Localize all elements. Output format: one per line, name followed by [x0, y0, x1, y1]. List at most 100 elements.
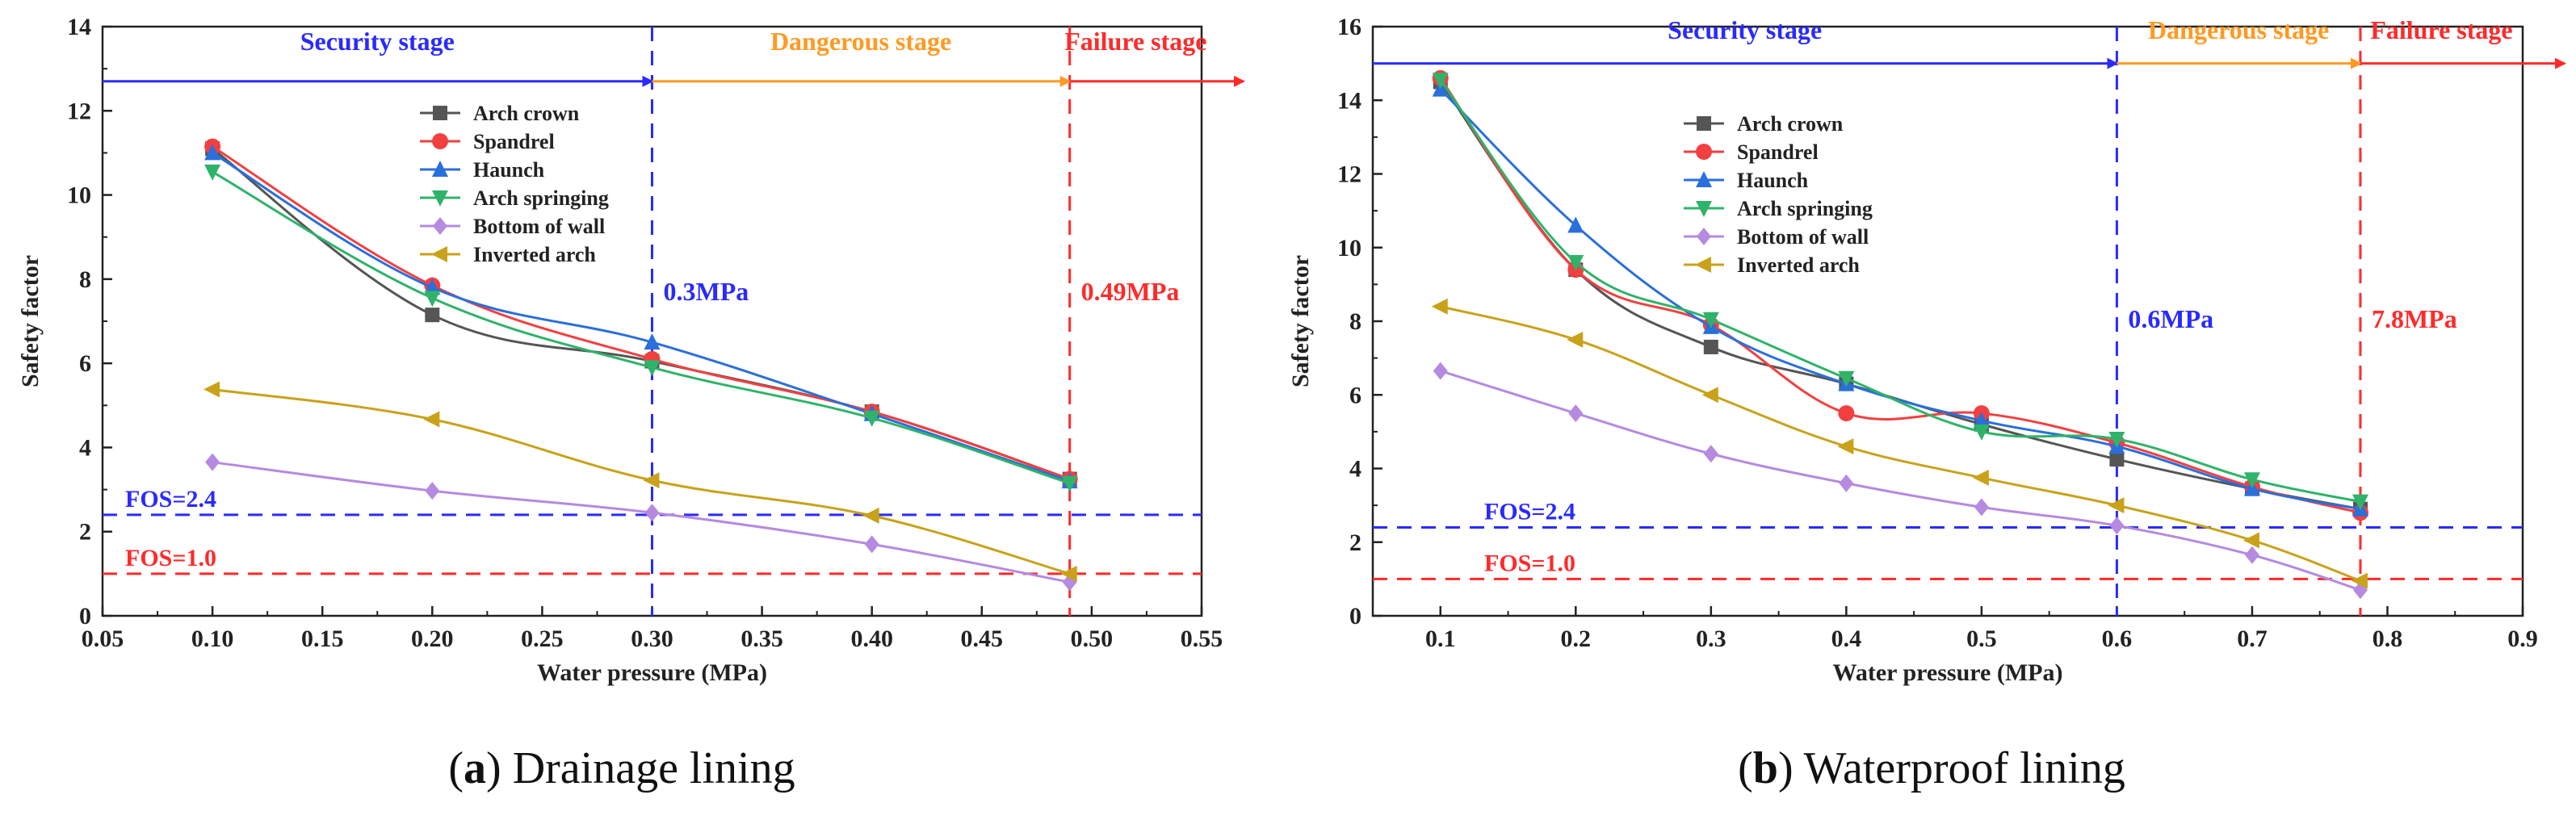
legend-label-spandrel: Spandrel: [1737, 140, 1819, 164]
stage-label-security-stage: Security stage: [1668, 15, 1822, 44]
data-point-arch-crown: [2109, 452, 2125, 467]
data-point-inverted-arch: [1701, 387, 1718, 404]
series-line-bottom-of-wall: [212, 461, 1070, 584]
data-point-inverted-arch: [2108, 497, 2125, 514]
data-point-haunch: [424, 278, 441, 295]
data-point-bottom-of-wall: [1433, 362, 1448, 380]
y-tick-label: 8: [79, 266, 91, 293]
legend-label-arch-crown: Arch crown: [473, 102, 580, 125]
data-point-haunch: [1567, 216, 1584, 233]
legend-marker-haunch: [1696, 171, 1712, 187]
data-point-arch-springing: [1432, 73, 1449, 90]
legend-marker-bottom-of-wall: [433, 217, 447, 235]
y-tick-label: 6: [1349, 382, 1361, 408]
series-line-arch-springing: [1439, 79, 2361, 504]
y-tick-label: 4: [79, 434, 91, 461]
y-tick-label: 12: [1337, 161, 1361, 188]
x-tick-label: 0.4: [1831, 625, 1862, 652]
x-tick-label: 0.20: [411, 625, 454, 652]
fos-label-fos-1-0: FOS=1.0: [1484, 550, 1575, 576]
legend-marker-haunch: [432, 161, 448, 177]
y-tick-label: 14: [67, 14, 91, 40]
data-point-arch-springing: [1973, 424, 1990, 441]
data-point-arch-springing: [204, 164, 221, 181]
x-tick-label: 0.10: [191, 625, 234, 652]
stage-boundary-label-0-3mpa: 0.3MPa: [664, 277, 749, 306]
x-tick-label: 0.1: [1425, 625, 1456, 652]
y-tick-label: 10: [67, 182, 91, 209]
data-point-inverted-arch: [2242, 532, 2259, 549]
data-point-arch-springing: [1838, 370, 1855, 387]
x-tick-label: 0.30: [631, 625, 673, 652]
data-point-bottom-of-wall: [2244, 546, 2259, 564]
legend-marker-inverted-arch: [431, 246, 447, 262]
legend-label-haunch: Haunch: [473, 158, 545, 182]
stage-label-security-stage: Security stage: [300, 27, 455, 56]
x-tick-label: 0.45: [961, 625, 1004, 652]
legend-marker-arch-springing: [1696, 201, 1712, 217]
data-point-arch-crown: [1703, 339, 1718, 354]
stage-label-dangerous-stage: Dangerous stage: [2148, 15, 2329, 44]
y-tick-label: 4: [1349, 456, 1361, 483]
x-tick-label: 0.15: [301, 625, 344, 652]
chart-waterproof-lining: 0.1 0.2 0.3 0.4 0.5 0.6 0.7 0.8 0.9 0 2 4 6 8 10 12 14 16…: [1287, 14, 2566, 793]
data-point-inverted-arch: [203, 381, 220, 398]
series-line-arch-crown: [1439, 81, 2361, 511]
legend-label-arch-crown: Arch crown: [1737, 112, 1844, 136]
x-axis-title: Water pressure (MPa): [537, 659, 767, 686]
data-point-inverted-arch: [1060, 565, 1077, 582]
y-axis-title: Safety factor: [17, 255, 44, 387]
data-point-inverted-arch: [423, 411, 440, 428]
x-tick-label: 0.5: [1966, 625, 1997, 652]
y-tick-label: 6: [79, 350, 91, 377]
series-line-haunch: [1439, 88, 2361, 511]
y-tick-label: 2: [79, 519, 91, 546]
data-point-arch-springing: [1567, 255, 1584, 271]
x-tick-label: 0.2: [1561, 625, 1592, 652]
data-point-arch-springing: [644, 360, 661, 377]
caption-letter: b: [1753, 743, 1778, 793]
series-line-haunch: [212, 152, 1071, 483]
legend-label-haunch: Haunch: [1737, 169, 1809, 192]
y-tick-label: 14: [1337, 87, 1361, 114]
data-point-spandrel: [1838, 405, 1855, 422]
legend-label-arch-springing: Arch springing: [473, 186, 609, 210]
data-point-arch-springing: [2352, 494, 2368, 511]
x-tick-label: 0.35: [740, 625, 783, 652]
data-point-inverted-arch: [1972, 469, 1989, 486]
legend-label-arch-springing: Arch springing: [1737, 197, 1873, 220]
data-point-inverted-arch: [2351, 572, 2368, 589]
x-tick-label: 0.3: [1696, 625, 1726, 652]
data-point-inverted-arch: [1837, 438, 1854, 455]
data-point-arch-springing: [424, 291, 441, 308]
data-point-arch-springing: [1061, 475, 1078, 492]
figure-caption: (a) Drainage lining: [448, 743, 795, 793]
data-point-bottom-of-wall: [425, 482, 440, 500]
data-point-arch-springing: [1702, 312, 1719, 328]
data-point-bottom-of-wall: [1974, 498, 1989, 517]
figure-caption: (b) Waterproof lining: [1738, 743, 2125, 793]
legend: Arch crown Spandrel Haunch Arch springing Bo…: [420, 102, 609, 266]
y-axis-title: Safety factor: [1287, 255, 1314, 387]
legend-marker-arch-springing: [432, 190, 448, 207]
data-point-arch-springing: [2108, 432, 2125, 448]
x-tick-label: 0.55: [1181, 625, 1223, 652]
x-tick-label: 0.50: [1071, 625, 1114, 652]
data-point-arch-springing: [2243, 472, 2260, 489]
data-point-inverted-arch: [1567, 331, 1584, 348]
legend-label-spandrel: Spandrel: [473, 130, 555, 153]
fos-label-fos-1-0: FOS=1.0: [125, 545, 216, 571]
fos-label-fos-2-4: FOS=2.4: [1484, 499, 1575, 525]
x-tick-label: 0.8: [2373, 625, 2403, 652]
data-point-inverted-arch: [1431, 298, 1448, 315]
series-line-inverted-arch: [212, 387, 1071, 575]
legend-label-bottom-of-wall: Bottom of wall: [1737, 225, 1869, 249]
stage-label-failure-stage: Failure stage: [2370, 15, 2512, 44]
y-tick-label: 0: [1349, 603, 1361, 630]
data-point-bottom-of-wall: [2109, 517, 2125, 535]
series-line-bottom-of-wall: [1440, 370, 2361, 592]
stage-label-failure-stage: Failure stage: [1064, 27, 1206, 56]
x-tick-label: 0.9: [2507, 625, 2538, 652]
legend-marker-arch-crown: [1697, 116, 1711, 131]
